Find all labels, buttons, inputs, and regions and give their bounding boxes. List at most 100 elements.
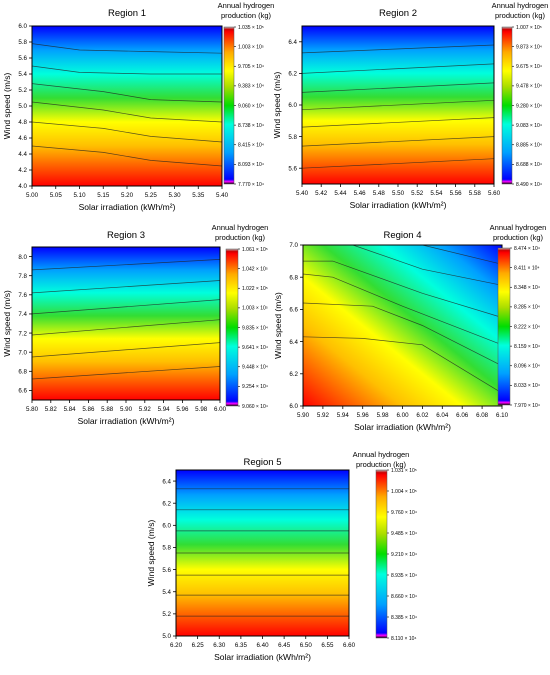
colorbar [225, 248, 239, 407]
x-tick-label: 5.90 [297, 412, 310, 419]
x-tick-label: 6.00 [214, 406, 227, 413]
contour-line [31, 43, 223, 54]
contour-line [301, 63, 495, 74]
contour-line [352, 244, 503, 286]
contour-line [31, 145, 223, 167]
colorbar-tick-label: 9.083 × 10⁴ [516, 123, 542, 129]
y-axis-label: Wind speed (m/s) [2, 290, 12, 357]
x-tick-label: 5.35 [192, 192, 205, 199]
x-tick-label: 5.54 [430, 190, 443, 197]
colorbar-title: production (kg) [493, 233, 544, 242]
contour-line [31, 259, 221, 271]
y-tick-label: 6.6 [289, 307, 298, 314]
y-tick-label: 5.6 [288, 165, 297, 172]
y-tick-label: 4.2 [18, 167, 27, 174]
y-tick-label: 6.0 [162, 523, 171, 530]
contour-line [31, 319, 221, 336]
colorbar-tick-label: 8.885 × 10⁴ [516, 143, 542, 149]
y-tick-label: 6.2 [289, 371, 298, 378]
contour-line [31, 299, 221, 315]
region-4-chart: Region 4 5.90 5.92 5.94 5.96 5.98 6.00 6.02 6.04… [273, 223, 546, 432]
region-2-chart: Region 2 5.40 5.42 5.44 5.46 5.48 5.50 5.52 5.54… [272, 1, 548, 210]
y-tick-label: 6.8 [289, 274, 298, 281]
colorbar-tick-label: 7.970 × 10⁴ [514, 403, 540, 409]
x-tick-label: 5.80 [26, 406, 39, 413]
contour-line [301, 136, 495, 147]
y-tick-label: 5.4 [162, 589, 171, 596]
chart-title: Region 4 [383, 230, 421, 241]
x-tick-label: 5.92 [139, 406, 152, 413]
colorbar-tick-label: 9.485 × 10⁴ [391, 531, 417, 537]
x-tick-label: 5.05 [50, 192, 63, 199]
heatmap-surface [303, 245, 502, 406]
x-tick-label: 5.00 [26, 192, 39, 199]
contour-line [302, 302, 503, 367]
x-tick-label: 5.86 [82, 406, 95, 413]
colorbar-tick-label: 8.935 × 10⁴ [391, 573, 417, 579]
x-tick-label: 5.56 [450, 190, 463, 197]
colorbar-tick-label: 8.093 × 10⁴ [238, 162, 264, 168]
region-5-chart: Region 5 6.20 6.25 6.30 6.35 6.40 6.45 6.50 6.55… [146, 450, 417, 662]
y-tick-label: 7.6 [18, 292, 27, 299]
colorbar-tick-label: 1.004 × 10⁵ [391, 489, 417, 495]
contour-line [301, 158, 495, 169]
colorbar-tick-label: 9.675 × 10⁴ [516, 64, 542, 70]
contour-line [301, 117, 495, 128]
colorbar-tick-label: 8.033 × 10⁴ [514, 383, 540, 389]
contour-line [31, 280, 221, 294]
y-tick-label: 5.8 [162, 545, 171, 552]
x-tick-label: 6.35 [235, 642, 248, 649]
x-tick-label: 5.96 [176, 406, 189, 413]
contour-line [31, 342, 221, 358]
contour-line [301, 44, 495, 54]
x-tick-label: 5.98 [377, 412, 390, 419]
heatmap-surface [32, 26, 222, 186]
y-tick-label: 5.0 [18, 103, 27, 110]
x-axis-label: Solar irradiation (kWh/m²) [78, 416, 175, 426]
contour-line [31, 121, 223, 143]
colorbar-title: production (kg) [221, 11, 272, 20]
colorbar-title: Annual hydrogen [490, 223, 547, 232]
contour-line [422, 244, 503, 265]
x-tick-label: 6.60 [343, 642, 356, 649]
y-tick-label: 4.0 [18, 183, 27, 190]
x-tick-label: 6.02 [416, 412, 429, 419]
y-tick-label: 6.6 [18, 388, 27, 395]
colorbar-tick-label: 9.873 × 10⁴ [516, 44, 542, 50]
x-tick-label: 6.04 [436, 412, 449, 419]
colorbar [501, 26, 513, 185]
colorbar-title: Annual hydrogen [353, 450, 410, 459]
colorbar-tick-label: 9.210 × 10⁴ [391, 552, 417, 558]
x-tick-label: 5.94 [337, 412, 350, 419]
x-tick-label: 5.20 [121, 192, 134, 199]
x-tick-label: 5.25 [145, 192, 158, 199]
x-tick-label: 5.40 [296, 190, 309, 197]
x-tick-label: 6.20 [170, 642, 183, 649]
x-tick-label: 5.94 [158, 406, 171, 413]
x-tick-label: 6.08 [476, 412, 489, 419]
contour-line [302, 273, 503, 346]
x-tick-label: 5.58 [469, 190, 482, 197]
x-tick-label: 5.92 [317, 412, 330, 419]
colorbar-tick-label: 8.096 × 10⁴ [514, 364, 540, 370]
heatmap-surface [32, 247, 220, 400]
x-axis-label: Solar irradiation (kWh/m²) [354, 422, 451, 432]
y-tick-label: 6.4 [162, 478, 171, 485]
y-tick-label: 5.4 [18, 71, 27, 78]
y-tick-label: 6.0 [18, 23, 27, 30]
y-tick-label: 6.8 [18, 369, 27, 376]
contour-line [301, 82, 495, 93]
colorbar-tick-label: 8.159 × 10⁴ [514, 344, 540, 350]
chart-title: Region 3 [107, 230, 145, 241]
y-tick-label: 7.8 [18, 273, 27, 280]
x-tick-label: 5.60 [488, 190, 501, 197]
x-tick-label: 5.30 [168, 192, 181, 199]
x-axis-label: Solar irradiation (kWh/m²) [79, 202, 176, 212]
x-tick-label: 6.10 [496, 412, 509, 419]
y-axis-label: Wind speed (m/s) [272, 72, 282, 139]
colorbar-tick-label: 9.641 × 10⁴ [242, 345, 268, 351]
region-3-chart: Region 3 5.80 5.82 5.84 5.86 5.88 5.90 5.92 5.94… [2, 223, 268, 426]
colorbar-tick-label: 1.031 × 10⁵ [391, 468, 417, 474]
x-axis-label: Solar irradiation (kWh/m²) [214, 652, 311, 662]
